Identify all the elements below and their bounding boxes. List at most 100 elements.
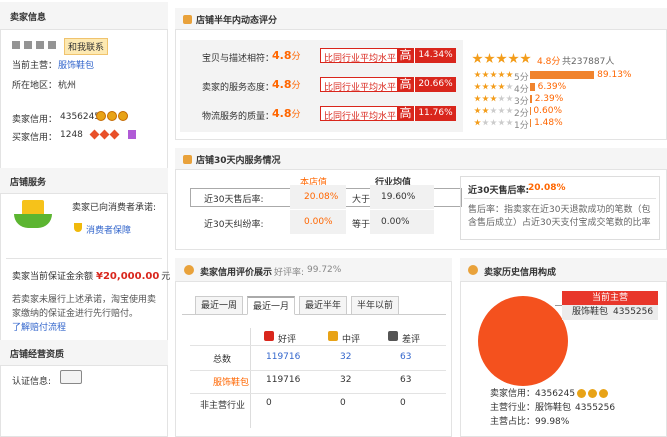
rating-icon (388, 331, 398, 341)
dsr-label: 宝贝与描述相符： (202, 54, 275, 64)
compare-text: 比同行业平均水平 (320, 77, 401, 93)
guarantee-link[interactable]: 消费者保障 (86, 226, 132, 236)
industry-label: 主营行业： (490, 403, 536, 413)
section-title: 店铺半年内动态评分 (196, 16, 278, 26)
industry-name: 服饰鞋包 (535, 403, 572, 413)
star-icon (474, 83, 481, 90)
row-label: 近30天售后率: (204, 195, 264, 205)
shop-value: 20.08% (304, 192, 339, 202)
section-title: 店铺经营资质 (10, 350, 65, 360)
overall-count: 共237887人 (562, 57, 615, 67)
relation: 等于 (352, 220, 371, 230)
star-icon (490, 119, 497, 126)
relation: 大于 (352, 195, 371, 205)
region-value: 杭州 (58, 81, 77, 91)
star-icon (474, 119, 481, 126)
score-value: 4.8 (272, 49, 292, 62)
section-title: 店铺服务 (10, 178, 47, 188)
history-title: 卖家历史信用构成 (484, 268, 557, 278)
dsr-label: 物流服务的质量： (202, 112, 275, 122)
star-icon (482, 83, 489, 90)
legend-value: 4355256 (613, 307, 654, 317)
star-icon (482, 71, 489, 78)
legend-name: 服饰鞋包 (572, 307, 609, 317)
section-title: 店铺30天内服务情况 (196, 156, 281, 166)
star-icon (490, 95, 497, 102)
score-unit: 分 (291, 52, 301, 62)
row-label: 总数 (213, 355, 232, 365)
section-header (175, 148, 667, 170)
dist-pct: 2.39% (534, 94, 564, 104)
diff-value: 20.66% (414, 77, 456, 92)
row-line (190, 370, 446, 371)
star-icon (506, 71, 513, 78)
detail-value: 20.08% (528, 183, 566, 193)
dsr-score: 4.8分 (272, 49, 301, 62)
crown-icon (577, 389, 587, 398)
section-header (0, 2, 168, 30)
header-icon (183, 155, 192, 164)
detail-sep (464, 198, 656, 199)
tab[interactable]: 最近一周 (195, 296, 243, 315)
deposit-value: ¥20,000.00 (96, 271, 160, 282)
star-icon (472, 53, 483, 64)
col-industry: 行业均值 (375, 178, 412, 188)
note-text: 若卖家未履行上述承诺，淘宝使用卖家缴纳的保证金进行先行赔付。 (12, 295, 157, 319)
dist-pct: 89.13% (597, 70, 632, 80)
tab[interactable]: 最近半年 (299, 296, 347, 315)
tab[interactable]: 半年以前 (351, 296, 399, 315)
star-icon (496, 53, 507, 64)
star-icon (474, 71, 481, 78)
buyer-credit-value: 1248 (60, 130, 83, 140)
cell-value: 0 (340, 398, 346, 408)
diff-value: 11.76% (414, 106, 456, 121)
header-icon (183, 15, 192, 24)
seller-credit-label: 卖家信用： (490, 389, 536, 399)
crown-icon (96, 111, 106, 121)
detail-text: 售后率：指卖家在近30天退款成功的笔数（包含售后成立）占近30天支付宝成交笔数的… (468, 205, 651, 228)
rate-value: 99.72% (307, 265, 342, 275)
history-header (460, 258, 667, 282)
main-value[interactable]: 服饰鞋包 (58, 61, 95, 71)
star-icon (482, 107, 489, 114)
level-tag: 高 (397, 77, 414, 92)
pie (478, 296, 568, 386)
note-link[interactable]: 了解赔付流程 (12, 323, 67, 333)
star-icon (474, 95, 481, 102)
dist-bar (530, 83, 535, 91)
score-unit: 分 (291, 110, 301, 120)
dist-label: 4分 (514, 85, 529, 95)
star-icon (498, 119, 505, 126)
star-icon (474, 107, 481, 114)
cell-value: 119716 (266, 375, 301, 385)
buyer-credit-label: 买家信用： (12, 133, 58, 143)
industry-value: 0.00% (381, 217, 410, 227)
dist-pct: 0.60% (533, 106, 563, 116)
star-icon (506, 95, 513, 102)
seller-credit-value: 4356245 (60, 112, 101, 122)
star-icon (506, 119, 513, 126)
compare-text: 比同行业平均水平 (320, 48, 401, 64)
table-box (250, 328, 446, 428)
detail-label: 近30天售后率: (468, 186, 530, 196)
contact-button[interactable]: 和我联系 (64, 38, 109, 55)
cell-value[interactable]: 32 (340, 352, 352, 362)
cell-value: 63 (400, 375, 412, 385)
cell-value[interactable]: 63 (400, 352, 412, 362)
cell-value[interactable]: 119716 (266, 352, 301, 362)
cell-value: 32 (340, 375, 352, 385)
score-value: 4.8 (272, 107, 292, 120)
credit-header (175, 258, 452, 282)
tab[interactable]: 最近一月 (247, 296, 295, 315)
column-header: 中评 (342, 335, 361, 345)
shop-value: 0.00% (304, 217, 333, 227)
star-icon (506, 107, 513, 114)
dist-label: 1分 (514, 121, 529, 131)
detail-box (460, 176, 660, 240)
cert-label: 认证信息: (12, 377, 52, 387)
compare-text: 比同行业平均水平 (320, 106, 401, 122)
shield-icon (74, 223, 82, 232)
star-icon (490, 107, 497, 114)
shop-cell (290, 210, 346, 234)
